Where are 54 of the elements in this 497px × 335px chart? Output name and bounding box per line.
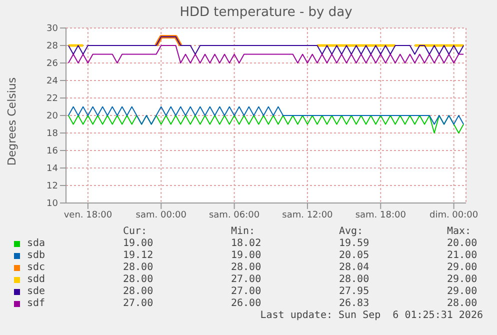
text: 19.59 — [339, 238, 370, 249]
text: 28.00 — [123, 286, 154, 297]
text: 19.12 — [123, 250, 154, 261]
y-tick-label: 12 — [46, 182, 58, 192]
text: Last update: Sun Sep 6 01:25:31 2026 — [260, 310, 483, 321]
x-tick-label: sam. 18:00 — [355, 210, 406, 220]
y-tick-label: 24 — [46, 76, 58, 87]
text: 26.00 — [231, 298, 262, 309]
text: Cur: — [123, 226, 148, 237]
legend-label: sdd — [27, 274, 46, 285]
y-axis-title: Degrees Celsius — [6, 76, 18, 168]
text: 29.00 — [447, 262, 478, 273]
y-tick-label: 18 — [46, 129, 58, 140]
text: 19.00 — [123, 238, 154, 249]
text: 19.00 — [231, 250, 262, 261]
y-tick-label: 14 — [46, 164, 58, 174]
y-tick-label: 30 — [46, 24, 58, 34]
text: 29.00 — [447, 286, 478, 297]
text: 27.00 — [231, 286, 262, 297]
text: 28.00 — [231, 262, 262, 273]
text: 20.05 — [339, 250, 370, 261]
y-tick-label: 28 — [46, 42, 58, 52]
text: 20.00 — [447, 238, 478, 249]
text: 28.00 — [123, 262, 154, 273]
y-tick-label: 20 — [46, 112, 58, 122]
y-tick-label: 26 — [46, 59, 58, 70]
y-tick-label: 16 — [46, 146, 58, 157]
text: 27.95 — [339, 286, 370, 297]
x-tick-label: sam. 00:00 — [136, 210, 187, 220]
text: Avg: — [339, 226, 364, 237]
text: 18.02 — [231, 238, 262, 249]
x-tick-label: dim. 00:00 — [429, 210, 478, 220]
x-tick-label: sam. 12:00 — [282, 210, 334, 220]
legend-label: sda — [27, 238, 46, 249]
text: 28.00 — [447, 298, 478, 309]
y-tick-label: 10 — [46, 199, 58, 210]
text: 27.00 — [231, 274, 262, 285]
legend-label: sdb — [27, 250, 46, 261]
text: Max: — [447, 226, 472, 237]
text: Min: — [231, 226, 256, 237]
legend-label: sdc — [27, 262, 46, 273]
text: 28.00 — [339, 274, 370, 285]
text: 29.00 — [447, 274, 478, 285]
text: 27.00 — [123, 298, 154, 309]
legend-label: sdf — [27, 298, 46, 309]
text: 28.04 — [339, 262, 370, 273]
text: 21.00 — [447, 250, 478, 261]
text: 26.83 — [339, 298, 370, 309]
x-tick-label: sam. 06:00 — [208, 210, 260, 220]
text: 28.00 — [123, 274, 154, 285]
legend-label: sde — [27, 286, 46, 297]
chart-title: HDD temperature - by day — [178, 5, 354, 20]
x-tick-label: ven. 18:00 — [64, 210, 112, 220]
y-tick-label: 22 — [46, 94, 58, 104]
